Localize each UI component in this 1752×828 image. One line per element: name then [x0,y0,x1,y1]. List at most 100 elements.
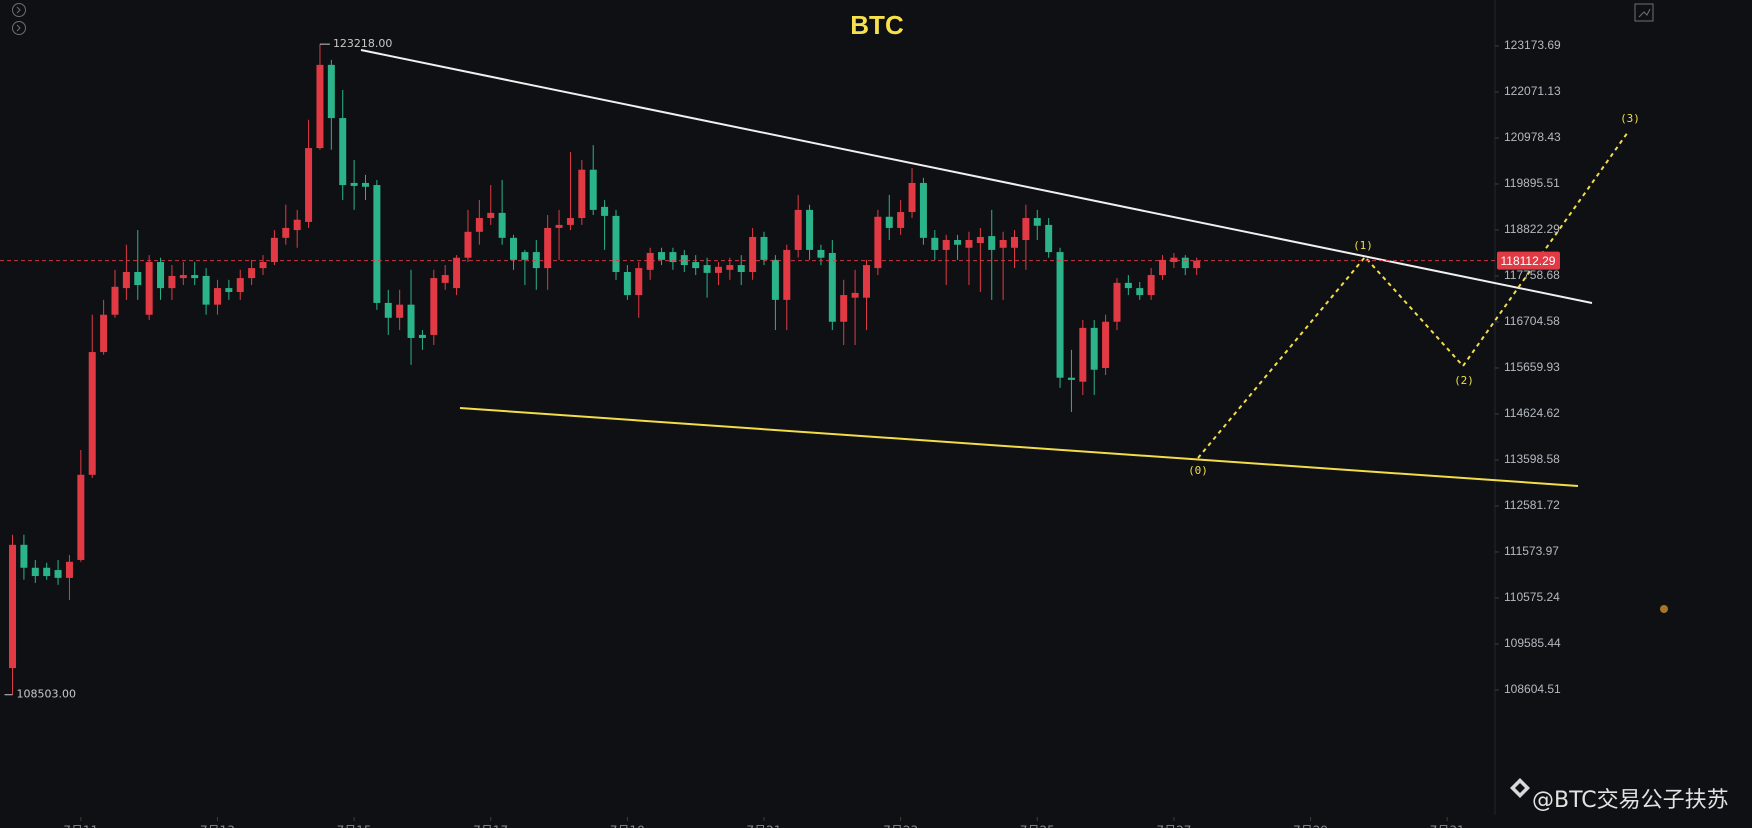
candle [658,247,666,266]
candle [202,268,210,315]
candle-body [100,314,108,353]
candle [179,262,187,286]
y-tick-label: 120978.43 [1504,130,1561,144]
support-trendline [459,407,1579,487]
candle-body [1147,275,1155,296]
candle-body [1113,282,1121,322]
candle [122,244,130,300]
candle-body [441,275,449,283]
candle [225,279,233,300]
candle [578,159,586,225]
candle-body [897,212,905,228]
candle [862,259,870,331]
candle-body [339,118,347,186]
candle-body [532,252,540,269]
candle-body [555,224,563,228]
expand-button[interactable] [12,21,26,35]
candle [1056,247,1064,388]
candle-body [464,231,472,258]
y-tick-label: 118822.29 [1504,222,1560,236]
candle [521,249,529,286]
candle [874,209,882,276]
candle [441,265,449,290]
candle [1067,349,1075,412]
candle-body [54,570,62,578]
candle [282,204,290,245]
candle [737,255,745,286]
candle [908,168,916,219]
candle-body [1067,377,1075,380]
candle-body [601,206,609,216]
candle-body [908,182,916,213]
x-tick-label: 7月15 [337,824,372,828]
candle-body [20,544,28,568]
candle [714,262,722,286]
watermark-text: @BTC交易公子扶苏 [1532,788,1729,813]
candle-body [305,148,313,222]
candle [498,179,506,245]
candle-body [1181,257,1189,269]
fullscreen-button[interactable] [1634,3,1654,22]
candle-body [1193,260,1201,269]
candle [88,314,96,478]
candle-body [407,304,415,338]
candle [589,145,597,216]
candle [236,269,244,300]
candle [555,209,563,260]
candle-body [692,262,700,269]
candle [840,279,848,346]
candle [885,194,893,240]
toolbar [12,3,1654,35]
wave-label: (1) [1353,239,1373,252]
candle-body [282,227,290,238]
candle [669,247,677,270]
candle-body [931,237,939,250]
candle-body [1090,327,1098,370]
candle [1193,257,1201,276]
candle-body [475,218,483,232]
candle [623,265,631,300]
plot: 123173.69 122071.13 120978.43 119895.51 1188… [0,37,1640,828]
candle-body [111,286,119,315]
candle [1090,319,1098,396]
candle [1102,314,1110,376]
candle-body [453,257,461,289]
candle [384,289,392,335]
candle-body [1056,252,1064,378]
candle-body [418,334,426,338]
candle-body [350,182,358,186]
x-tick-label: 7月29 [1293,824,1328,828]
candle-body [65,561,73,578]
candle-body [771,259,779,300]
collapse-button[interactable] [12,3,26,17]
candle [1159,255,1167,280]
candle [293,209,301,248]
candle [931,230,939,260]
y-tick-label: 123173.69 [1504,38,1561,52]
icon [16,24,21,32]
candle [999,231,1007,300]
candle-body [293,219,301,231]
candle [111,269,119,318]
y-tick-label: 122071.13 [1504,84,1561,98]
x-tick-label: 7月31 [1430,824,1465,828]
y-tick-label: 115659.93 [1504,360,1560,374]
candle [9,534,17,695]
candle [532,239,540,290]
candle-body [236,278,244,293]
candle-body [1033,218,1041,226]
candle-body [1102,321,1110,368]
candle-body [134,272,142,286]
candle-body [714,266,722,273]
y-tick-label: 117758.68 [1504,268,1560,282]
candle [430,269,438,346]
candle-body [635,268,643,296]
y-tick-label: 114624.62 [1504,406,1560,420]
candle [1147,268,1155,300]
candle-body [430,278,438,335]
candle [954,234,962,260]
wave-label: (2) [1454,374,1474,387]
candle-body [225,288,233,293]
candle-body [396,304,404,318]
candle-body [942,239,950,250]
